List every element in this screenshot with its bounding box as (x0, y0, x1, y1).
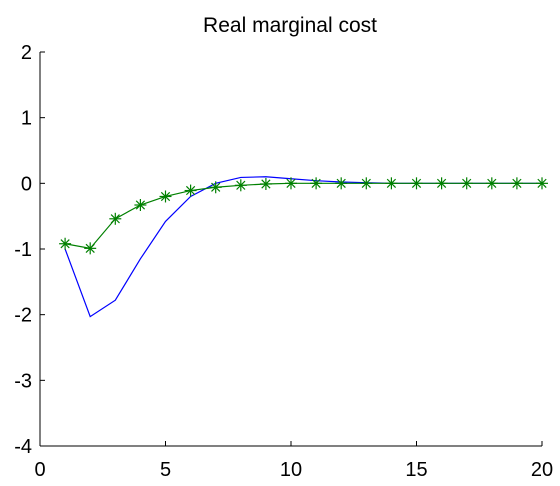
data-point (209, 181, 222, 194)
y-tick-label: 1 (21, 108, 32, 130)
chart-title: Real marginal cost (203, 14, 377, 37)
data-point (536, 177, 548, 190)
series-1 (64, 176, 542, 318)
data-point (184, 184, 197, 197)
y-tick-label: -4 (14, 436, 32, 458)
data-point (310, 177, 323, 190)
data-point (59, 237, 72, 250)
series-line (64, 182, 542, 249)
data-point (510, 177, 523, 190)
x-tick-label: 5 (160, 459, 171, 481)
y-tick-label: -3 (14, 370, 32, 392)
data-point (84, 242, 97, 255)
series-2 (59, 177, 548, 255)
series-line (64, 176, 542, 318)
x-tick-label: 0 (34, 459, 45, 481)
y-tick-label: 0 (21, 173, 32, 195)
data-point (134, 199, 147, 212)
series-layer (59, 176, 548, 318)
data-point (285, 177, 297, 190)
axes (39, 52, 542, 447)
data-point (435, 177, 448, 190)
data-point (360, 177, 373, 190)
x-tick-label: 15 (405, 459, 427, 481)
data-point (234, 179, 247, 192)
data-point (109, 212, 122, 225)
y-tick-label: -2 (14, 305, 32, 327)
data-point (335, 177, 348, 190)
data-point (159, 190, 172, 203)
data-point (385, 177, 398, 190)
y-tick-label: 2 (21, 42, 32, 64)
data-point (460, 177, 473, 190)
x-tick-label: 20 (531, 459, 553, 481)
y-tick-label: -1 (14, 239, 32, 261)
x-tick-label: 10 (280, 459, 302, 481)
data-point (485, 177, 498, 190)
data-point (259, 177, 272, 190)
data-point (410, 177, 423, 190)
